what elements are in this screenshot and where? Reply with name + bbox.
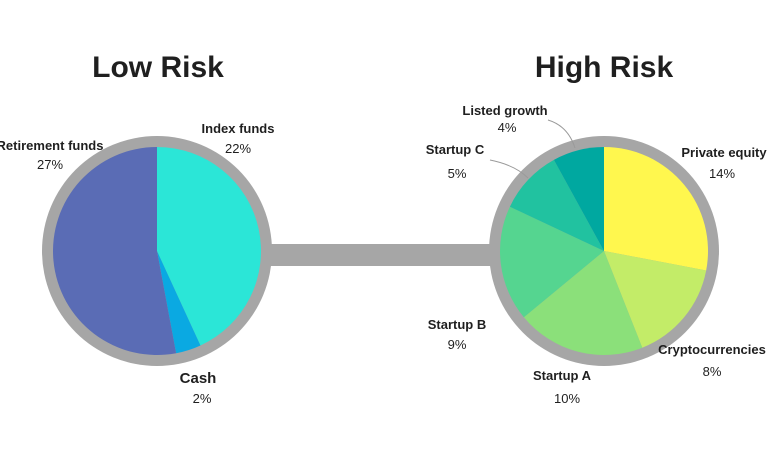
label-index-funds: Index funds [202, 121, 275, 136]
slice-retirement-funds [53, 147, 177, 355]
label-cash: Cash [180, 370, 217, 387]
low-risk-pie [42, 136, 272, 366]
value-startup-c: 5% [448, 166, 467, 181]
label-startup-b: Startup B [428, 317, 487, 332]
slice-private-equity [604, 147, 709, 271]
value-startup-a: 10% [554, 391, 580, 406]
connector-bar [262, 244, 498, 266]
value-cash: 2% [193, 391, 212, 406]
label-retirement-funds: Retirement funds [0, 138, 103, 153]
slice-index-funds [157, 147, 262, 346]
label-startup-a: Startup A [533, 368, 592, 383]
label-private-equity: Private equity [681, 145, 767, 160]
label-cryptocurrencies: Cryptocurrencies [658, 342, 766, 357]
value-startup-b: 9% [448, 337, 467, 352]
slice-startup-c [509, 159, 604, 251]
high-risk-title: High Risk [535, 51, 674, 84]
value-index-funds: 22% [225, 141, 251, 156]
slice-startup-b [500, 206, 604, 318]
label-startup-c: Startup C [426, 142, 485, 157]
leader-line-listed-growth [547, 119, 576, 149]
low-risk-slices [53, 147, 262, 355]
slice-startup-a [523, 251, 643, 355]
value-listed-growth: 4% [498, 120, 517, 135]
leader-line-startup-c [489, 159, 529, 179]
value-private-equity: 14% [709, 166, 735, 181]
label-listed-growth: Listed growth [462, 103, 547, 118]
value-retirement-funds: 27% [37, 157, 63, 172]
high-risk-pie [489, 136, 719, 366]
low-risk-title: Low Risk [92, 51, 224, 84]
slice-listed-growth [553, 147, 604, 251]
value-cryptocurrencies: 8% [703, 364, 722, 379]
slice-cash [157, 251, 201, 354]
high-risk-slices [500, 147, 709, 355]
slice-cryptocurrencies [604, 251, 707, 348]
